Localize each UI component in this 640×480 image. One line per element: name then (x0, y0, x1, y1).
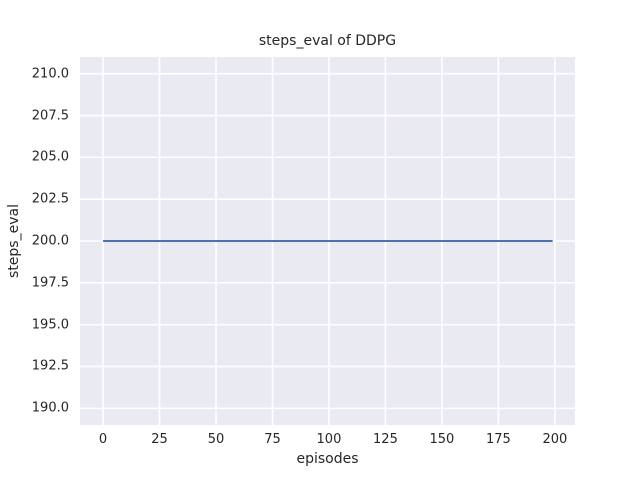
x-tick-label: 50 (207, 432, 225, 447)
plot-canvas (80, 57, 575, 425)
x-tick-label: 0 (98, 432, 108, 447)
plot-area (80, 57, 575, 425)
y-tick-label: 202.5 (31, 191, 69, 207)
x-tick-label: 25 (151, 432, 168, 447)
x-tick-label: 200 (542, 432, 568, 447)
y-tick-label: 210.0 (31, 66, 69, 82)
x-tick-label: 125 (373, 432, 398, 447)
x-tick-label: 100 (316, 432, 342, 447)
y-tick-label: 190.0 (31, 400, 69, 416)
x-tick-label: 150 (429, 432, 455, 447)
y-tick-label: 207.5 (31, 108, 69, 124)
chart-title: steps_eval of DDPG (258, 33, 397, 49)
y-tick-label: 197.5 (31, 275, 69, 291)
x-axis-label: episodes (296, 451, 359, 467)
y-tick-label: 205.0 (31, 149, 69, 165)
y-tick-label: 200.0 (31, 233, 69, 249)
x-tick-label: 75 (264, 432, 281, 447)
x-tick-label: 175 (485, 432, 511, 447)
y-tick-label: 195.0 (31, 317, 69, 333)
y-tick-label: 192.5 (31, 358, 69, 374)
